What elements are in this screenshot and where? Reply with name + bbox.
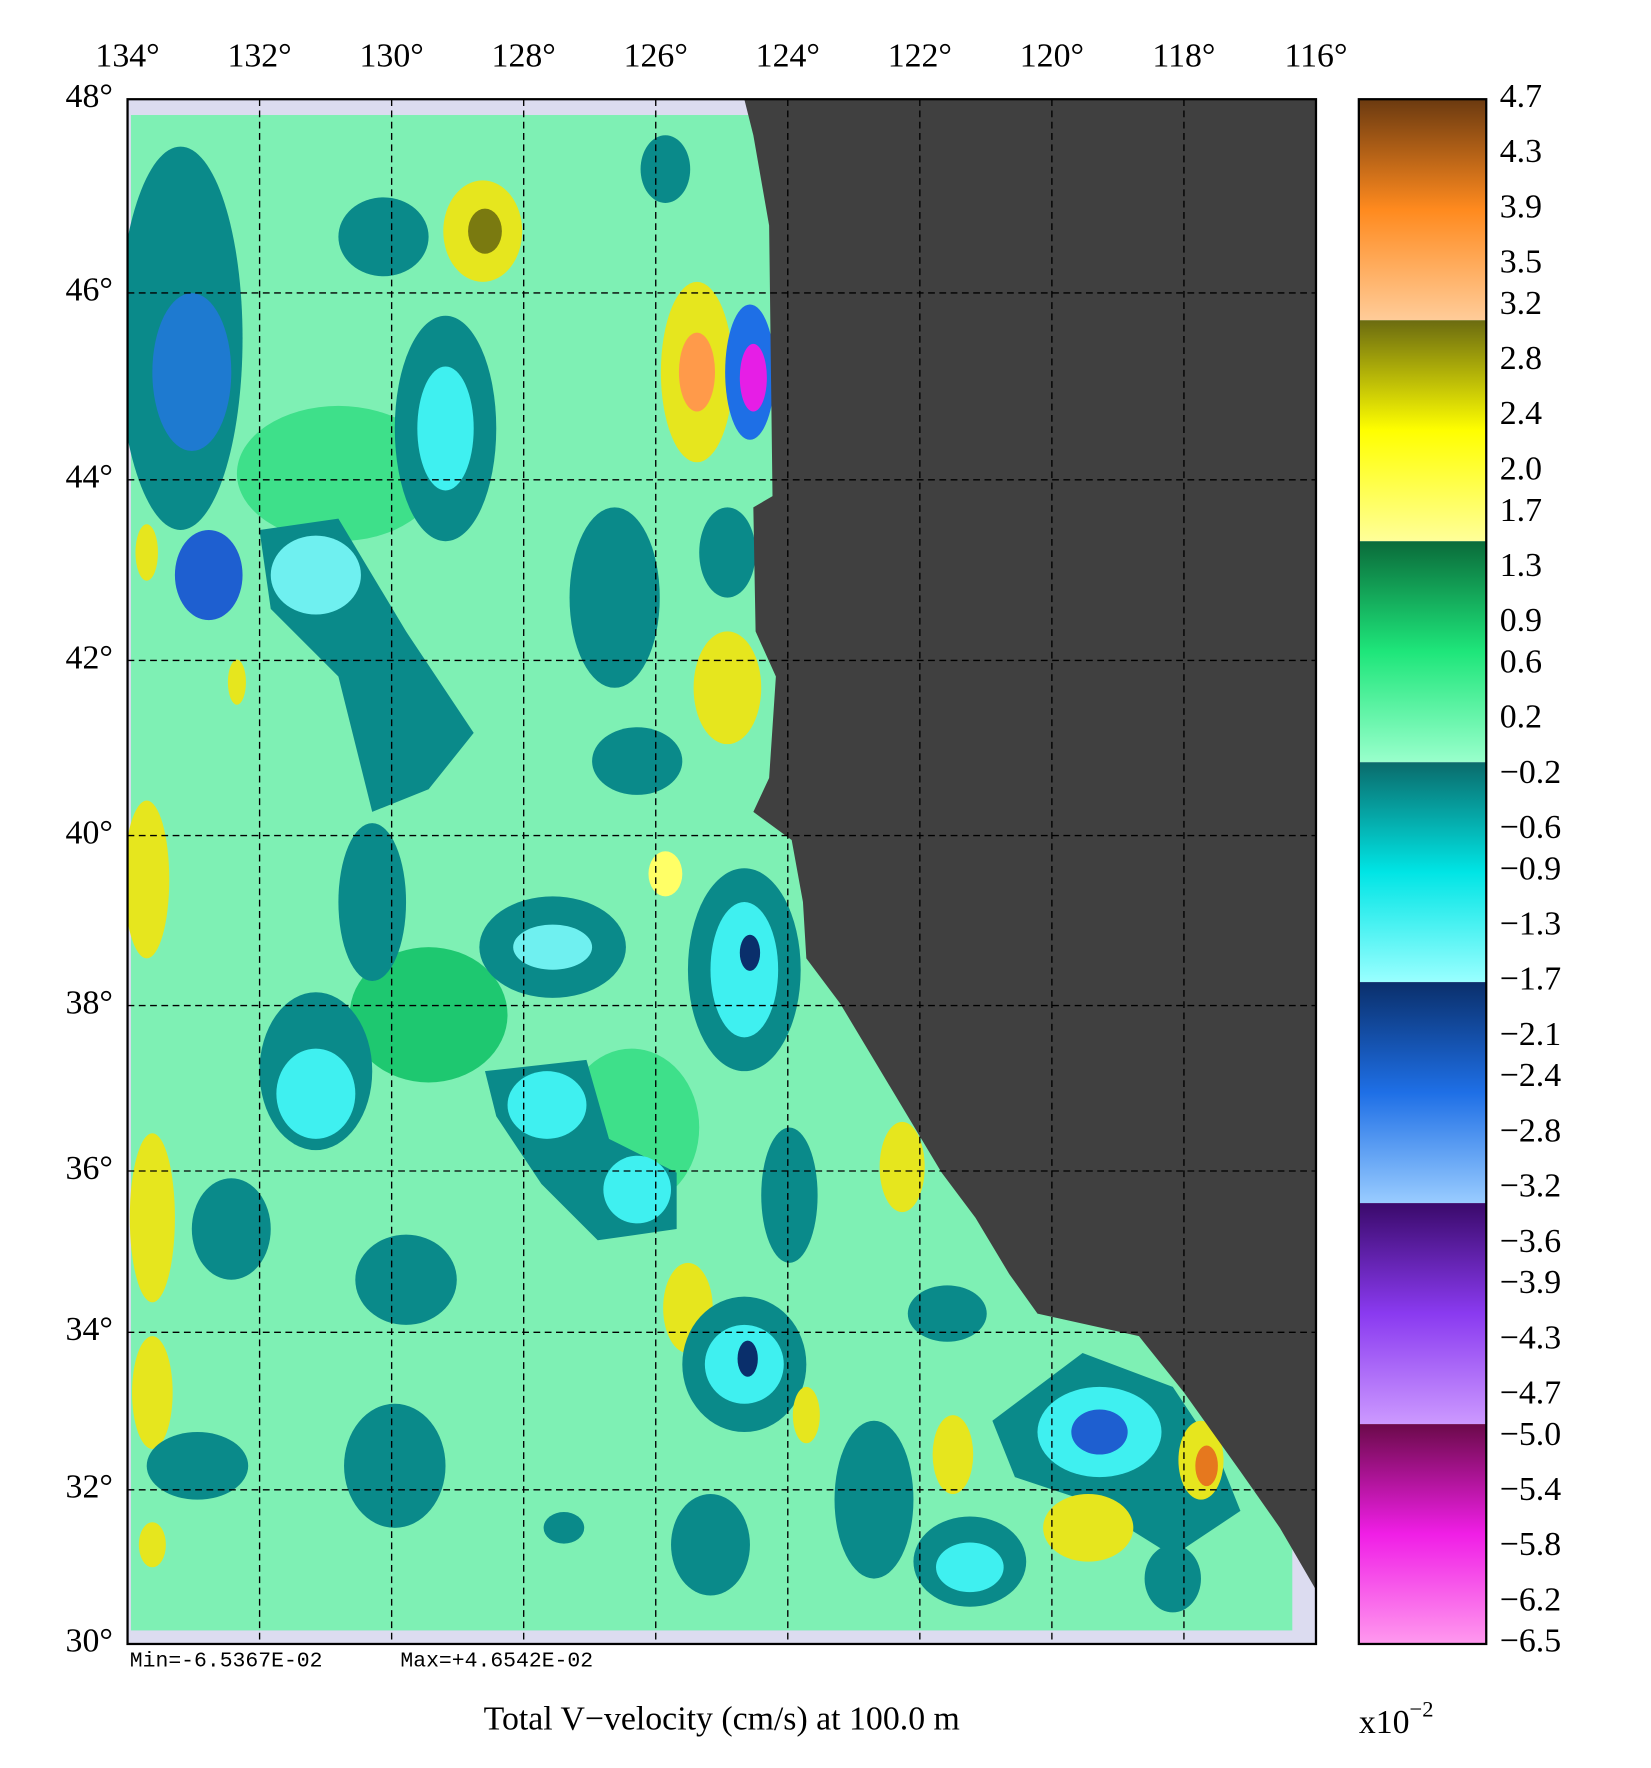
colorbar-tick-label: 0.6: [1500, 643, 1542, 680]
y-tick-label: 36°: [66, 1150, 113, 1187]
x-tick-label: 118°: [1152, 37, 1215, 74]
colorbar-band: [1358, 1424, 1487, 1644]
min-label: Min=-6.5367E-02: [130, 1650, 323, 1674]
land: [744, 99, 1316, 1590]
colorbar-band: [1358, 1203, 1487, 1425]
y-tick-label: 48°: [66, 78, 113, 115]
colorbar-tick-label: −0.2: [1500, 754, 1561, 791]
x-tick-label: 132°: [227, 37, 291, 74]
y-tick-label: 34°: [66, 1311, 113, 1348]
colorbar-tick-label: −0.6: [1500, 809, 1561, 846]
field: [127, 99, 1316, 1644]
colorbar-tick-label: 2.0: [1500, 450, 1542, 487]
colorbar-tick-label: −1.7: [1500, 961, 1561, 998]
colorbar-tick-label: 0.9: [1500, 602, 1542, 639]
grid: [127, 99, 1316, 1644]
colorbar-tick-label: −6.5: [1500, 1623, 1561, 1660]
y-tick-label: 44°: [66, 459, 113, 496]
scale-base: x10: [1359, 1704, 1410, 1741]
colorbar-tick-label: −0.9: [1500, 850, 1561, 887]
colorbar-tick-label: −4.7: [1500, 1374, 1561, 1411]
x-tick-label: 130°: [360, 37, 424, 74]
colorbar-band: [1358, 99, 1487, 321]
y-tick-label: 40°: [66, 814, 113, 851]
colorbar-tick-label: −2.8: [1500, 1112, 1561, 1149]
colorbar-tick-label: −5.4: [1500, 1471, 1561, 1508]
colorbar-tick-label: 3.5: [1500, 243, 1542, 280]
colorbar-band: [1358, 541, 1487, 763]
y-tick-label: 38°: [66, 984, 113, 1021]
x-tick-label: 122°: [888, 37, 952, 74]
y-tick-label: 46°: [66, 272, 113, 309]
colorbar-tick-label: 1.7: [1500, 492, 1542, 529]
colorbar-tick-label: 2.4: [1500, 395, 1542, 432]
colorbar-tick-label: −2.1: [1500, 1016, 1561, 1053]
x-tick-label: 126°: [624, 37, 688, 74]
colorbar-tick-label: 3.9: [1500, 188, 1542, 225]
y-tick-label: 42°: [66, 639, 113, 676]
y-tick-label: 32°: [66, 1469, 113, 1506]
y-tick-label: 30°: [66, 1623, 113, 1660]
x-tick-label: 120°: [1020, 37, 1084, 74]
colorbar-tick-label: 4.3: [1500, 133, 1542, 170]
colorbar-tick-label: −6.2: [1500, 1581, 1561, 1618]
colorbar-tick-label: −5.8: [1500, 1526, 1561, 1563]
colorbar-band: [1358, 320, 1487, 542]
colorbar-tick-label: −5.0: [1500, 1416, 1561, 1453]
colorbar-band: [1358, 762, 1487, 983]
colorbar-tick-label: −2.4: [1500, 1057, 1561, 1094]
colorbar-frame: [1357, 98, 1488, 1646]
colorbar-tick-label: −4.3: [1500, 1319, 1561, 1356]
scale-exponent: −2: [1410, 1697, 1434, 1722]
colorbar-tick-label: 3.2: [1500, 285, 1542, 322]
x-tick-label: 116°: [1284, 37, 1347, 74]
colorbar-tick-label: −3.2: [1500, 1168, 1561, 1205]
x-tick-label: 128°: [492, 37, 556, 74]
contour-blobs: [127, 135, 1241, 1613]
max-label: Max=+4.6542E-02: [400, 1650, 593, 1674]
colorbar-tick-label: 2.8: [1500, 340, 1542, 377]
colorbar-tick-label: −1.3: [1500, 906, 1561, 943]
colorbar-tick-label: 0.2: [1500, 699, 1542, 736]
colorbar-scale: x10−2: [1359, 1697, 1434, 1741]
x-tick-label: 124°: [756, 37, 820, 74]
map-title: Total V−velocity (cm/s) at 100.0 m: [484, 1701, 960, 1738]
colorbar-tick-label: −3.6: [1500, 1223, 1561, 1260]
colorbar-band: [1358, 982, 1487, 1204]
plot-frame: [126, 98, 1318, 1646]
colorbar-tick-label: −3.9: [1500, 1264, 1561, 1301]
colorbar-tick-label: 4.7: [1500, 78, 1542, 115]
colorbar-tick-label: 1.3: [1500, 547, 1542, 584]
colorbar: [1357, 98, 1488, 1646]
x-tick-label: 134°: [95, 37, 159, 74]
